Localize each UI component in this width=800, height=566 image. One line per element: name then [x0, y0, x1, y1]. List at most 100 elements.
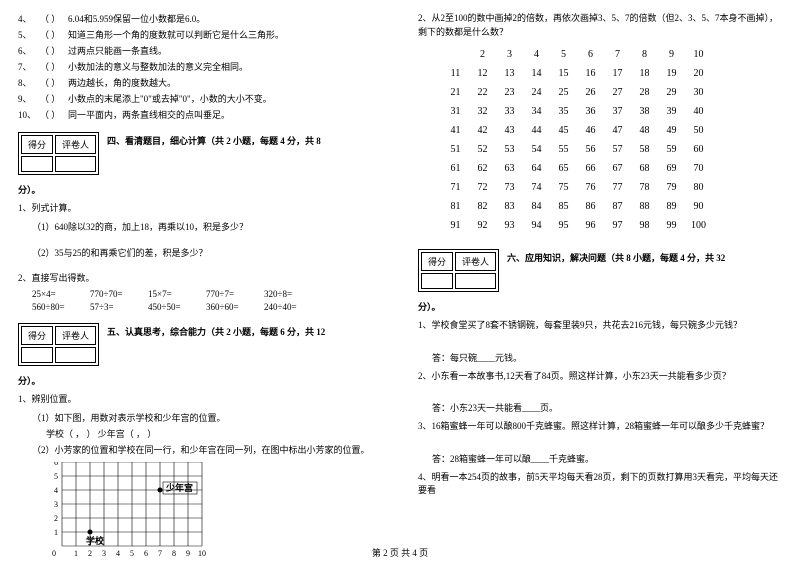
q5-1a-schools: 学校（ ， ） 少年宫（ ， ） — [46, 427, 382, 440]
num-cell: 81 — [442, 197, 469, 216]
tf-item: 10、（ ）同一平面内，两条直线相交的点叫垂足。 — [18, 108, 382, 121]
tf-item: 4、（ ）6.04和5.959保留一位小数都是6.0。 — [18, 12, 382, 25]
num-cell: 48 — [631, 121, 658, 140]
num-cell: 97 — [604, 216, 631, 235]
num-cell: 2 — [469, 45, 496, 64]
section-6-header: 得分 评卷人 六、应用知识，解决问题（共 8 小题，每题 4 分，共 32 — [418, 241, 782, 296]
left-column: 4、（ ）6.04和5.959保留一位小数都是6.0。5、（ ）知道三角形一个角… — [0, 0, 400, 565]
tf-item: 6、（ ）过两点只能画一条直线。 — [18, 44, 382, 57]
section-6-title: 六、应用知识，解决问题（共 8 小题，每题 4 分，共 32 — [507, 251, 725, 264]
q1a: （1）640除以32的商，加上18，再乘以10，积是多少？ — [32, 220, 382, 233]
num-cell: 31 — [442, 102, 469, 121]
num-cell: 36 — [577, 102, 604, 121]
num-cell: 87 — [604, 197, 631, 216]
num-cell: 23 — [496, 83, 523, 102]
num-cell: 7 — [604, 45, 631, 64]
num-cell: 100 — [685, 216, 712, 235]
num-cell: 51 — [442, 140, 469, 159]
q5-1a: （1）如下图，用数对表示学校和少年宫的位置。 — [32, 411, 382, 424]
num-cell: 82 — [469, 197, 496, 216]
num-cell: 67 — [604, 159, 631, 178]
tf-item: 9、（ ）小数点的末尾添上"0"或去掉"0"，小数的大小不变。 — [18, 92, 382, 105]
num-cell: 17 — [604, 64, 631, 83]
num-cell: 40 — [685, 102, 712, 121]
num-cell: 30 — [685, 83, 712, 102]
svg-text:学校: 学校 — [86, 535, 105, 546]
a3: 3、16箱蜜蜂一年可以酿800千克蜂蜜。照这样计算，28箱蜜蜂一年可以酿多少千克… — [418, 420, 782, 434]
num-cell: 76 — [577, 178, 604, 197]
num-cell: 86 — [577, 197, 604, 216]
num-cell: 91 — [442, 216, 469, 235]
num-cell: 15 — [550, 64, 577, 83]
q1b: （2）35与25的和再乘它们的差，积是多少？ — [32, 246, 382, 259]
num-cell: 3 — [496, 45, 523, 64]
a4: 4、明看一本254页的故事，前5天平均每天看28页，剩下的页数打算用3天看完，平… — [418, 471, 782, 498]
num-cell: 62 — [469, 159, 496, 178]
section-6-suffix: 分）。 — [418, 300, 782, 313]
num-cell: 92 — [469, 216, 496, 235]
right-column: 2、从2至100的数中画掉2的倍数，再依次画掉3、5、7的倍数（但2、3、5、7… — [400, 0, 800, 565]
svg-text:2: 2 — [54, 514, 58, 523]
num-cell: 64 — [523, 159, 550, 178]
score-box: 得分 评卷人 — [18, 323, 99, 366]
num-cell: 6 — [577, 45, 604, 64]
page-footer: 第 2 页 共 4 页 — [0, 546, 800, 559]
num-cell: 98 — [631, 216, 658, 235]
num-cell: 12 — [469, 64, 496, 83]
num-cell: 69 — [658, 159, 685, 178]
num-cell: 4 — [523, 45, 550, 64]
num-cell: 96 — [577, 216, 604, 235]
num-cell: 29 — [658, 83, 685, 102]
num-cell: 56 — [577, 140, 604, 159]
num-cell: 38 — [631, 102, 658, 121]
score-label: 得分 — [21, 326, 53, 345]
num-cell: 22 — [469, 83, 496, 102]
num-cell: 65 — [550, 159, 577, 178]
num-cell: 60 — [685, 140, 712, 159]
num-cell: 95 — [550, 216, 577, 235]
grader-cell — [55, 156, 96, 172]
section-5-suffix: 分）。 — [18, 374, 382, 387]
r-q2: 2、从2至100的数中画掉2的倍数，再依次画掉3、5、7的倍数（但2、3、5、7… — [418, 12, 782, 39]
num-cell: 68 — [631, 159, 658, 178]
num-cell: 75 — [550, 178, 577, 197]
score-box: 得分 评卷人 — [18, 132, 99, 175]
num-cell: 39 — [658, 102, 685, 121]
score-cell — [21, 156, 53, 172]
grader-label: 评卷人 — [55, 135, 96, 154]
num-cell: 47 — [604, 121, 631, 140]
num-cell: 10 — [685, 45, 712, 64]
num-cell: 41 — [442, 121, 469, 140]
num-cell: 42 — [469, 121, 496, 140]
num-cell: 45 — [550, 121, 577, 140]
num-cell: 66 — [577, 159, 604, 178]
grader-label: 评卷人 — [55, 326, 96, 345]
num-cell: 61 — [442, 159, 469, 178]
num-cell: 83 — [496, 197, 523, 216]
num-cell: 74 — [523, 178, 550, 197]
true-false-list: 4、（ ）6.04和5.959保留一位小数都是6.0。5、（ ）知道三角形一个角… — [18, 12, 382, 121]
section-4-title: 四、看清题目，细心计算（共 2 小题，每题 4 分，共 8 — [107, 134, 321, 147]
num-cell: 46 — [577, 121, 604, 140]
num-cell: 50 — [685, 121, 712, 140]
svg-text:6: 6 — [54, 462, 58, 467]
a2-ans: 答：小东23天一共能看____页。 — [432, 401, 782, 414]
num-cell: 25 — [550, 83, 577, 102]
num-cell: 34 — [523, 102, 550, 121]
num-cell: 55 — [550, 140, 577, 159]
num-cell: 37 — [604, 102, 631, 121]
num-cell: 85 — [550, 197, 577, 216]
svg-text:1: 1 — [54, 528, 58, 537]
section-4-suffix: 分）。 — [18, 183, 382, 196]
q1-title: 1、列式计算。 — [18, 202, 382, 216]
num-cell: 54 — [523, 140, 550, 159]
num-cell: 59 — [658, 140, 685, 159]
num-cell: 79 — [658, 178, 685, 197]
num-cell: 90 — [685, 197, 712, 216]
score-cell — [421, 273, 453, 289]
num-cell: 71 — [442, 178, 469, 197]
num-cell: 28 — [631, 83, 658, 102]
num-cell: 52 — [469, 140, 496, 159]
section-5-title: 五、认真思考，综合能力（共 2 小题，每题 6 分，共 12 — [107, 325, 325, 338]
num-cell: 93 — [496, 216, 523, 235]
